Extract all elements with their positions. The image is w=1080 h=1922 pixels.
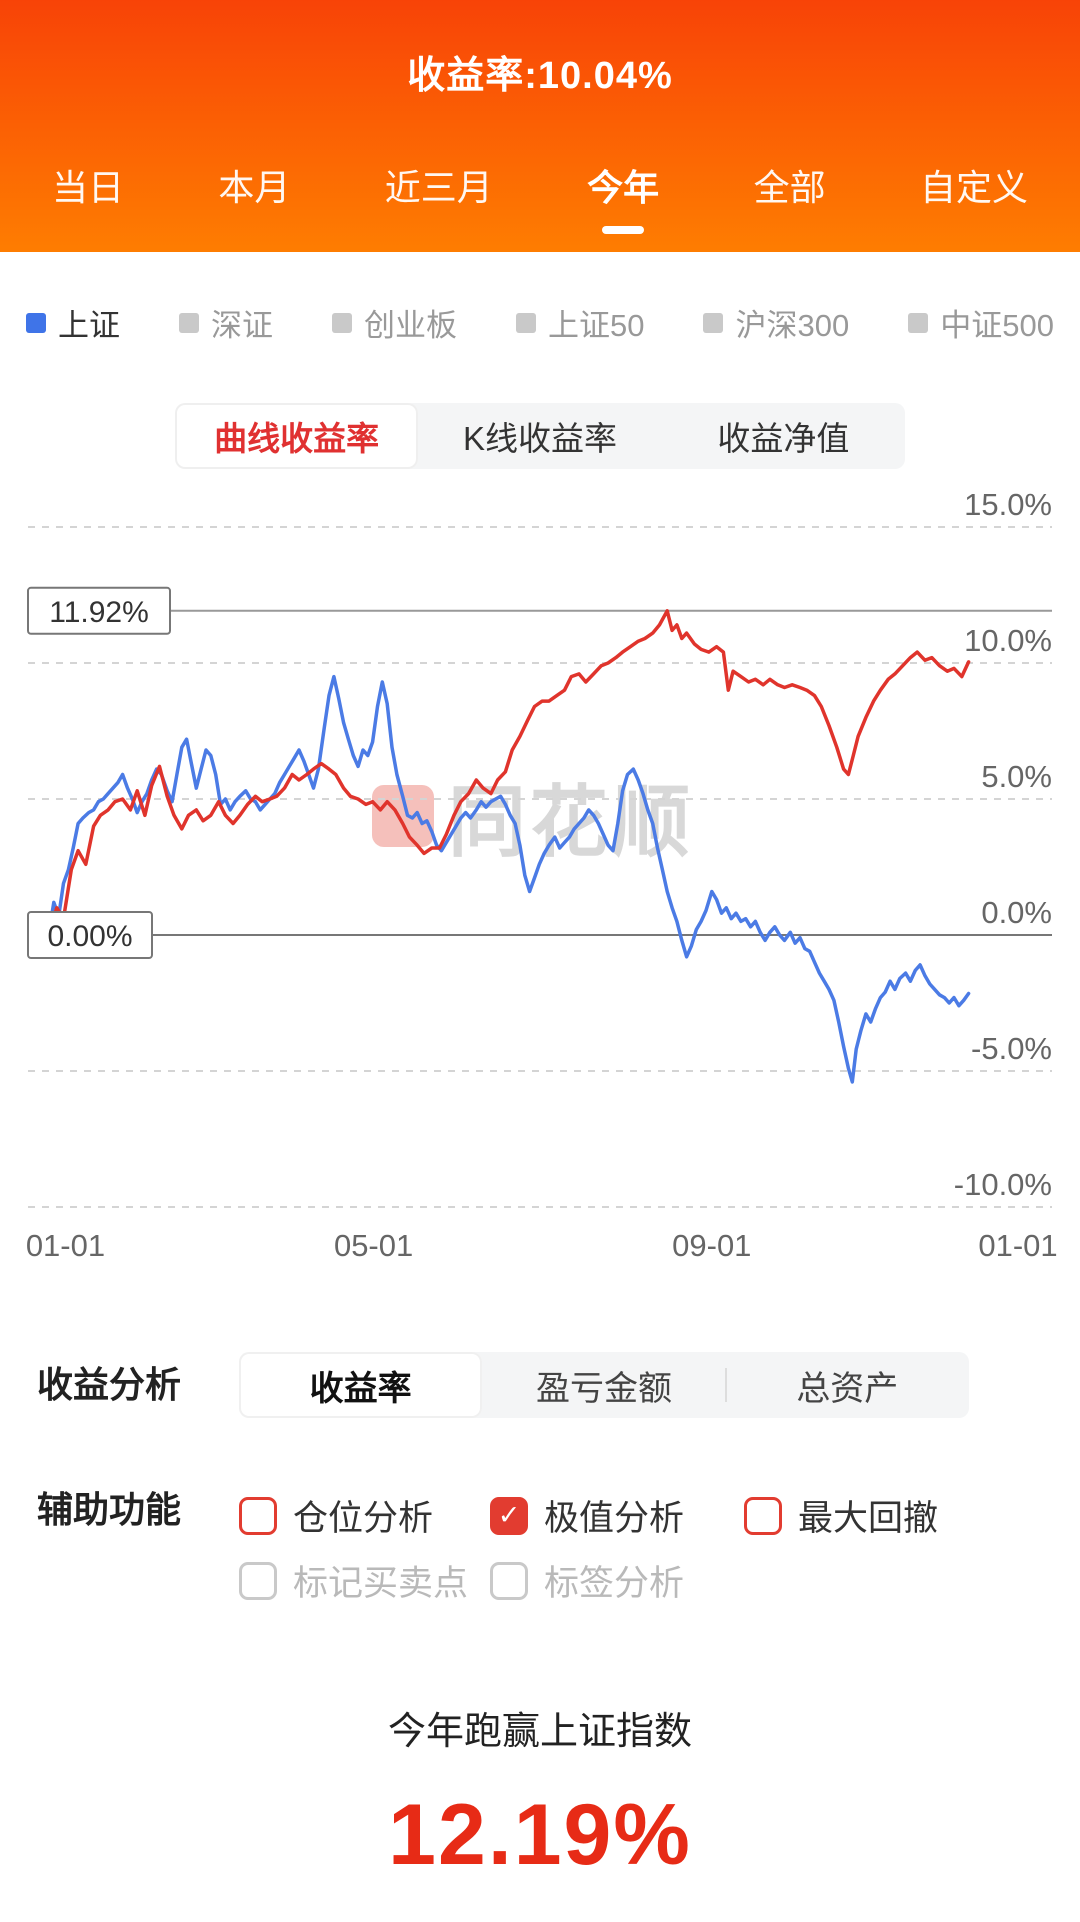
y-axis-label: -10.0% xyxy=(954,1167,1052,1202)
period-tab-label: 近三月 xyxy=(384,167,493,208)
x-axis-label: 09-01 xyxy=(672,1228,751,1263)
analysis-tabs: 收益率 盈亏金额 总资产 xyxy=(239,1352,969,1418)
aux-option-extreme-analysis[interactable]: 极值分析 xyxy=(490,1490,684,1541)
period-tab-label: 今年 xyxy=(587,167,660,208)
legend-item-csi300[interactable]: 沪深300 xyxy=(703,300,849,345)
period-tab-label: 本月 xyxy=(218,167,291,208)
tab-return-rate[interactable]: 收益率 xyxy=(239,1352,483,1418)
aux-option-label: 最大回撤 xyxy=(798,1499,939,1538)
legend-label: 创业板 xyxy=(364,308,457,343)
aux-option-tag-analysis[interactable]: 标签分析 xyxy=(490,1555,684,1606)
period-tab-month[interactable]: 本月 xyxy=(218,168,290,234)
x-axis-label: 01-01 xyxy=(26,1228,105,1263)
period-tab-this-year[interactable]: 今年 xyxy=(587,168,659,234)
aux-option-position-analysis[interactable]: 仓位分析 xyxy=(239,1490,433,1541)
tab-divider xyxy=(724,1368,727,1402)
extreme-annotation-label: 0.00% xyxy=(47,920,132,953)
legend-item-sse50[interactable]: 上证50 xyxy=(516,300,644,345)
extreme-annotation-box xyxy=(27,911,153,959)
series-line-shanghai-index xyxy=(47,674,971,1084)
extreme-annotation-label: 11.92% xyxy=(49,596,149,629)
header: 收益率:10.04% 当日 本月 近三月 今年 全部 xyxy=(0,0,1080,252)
returns-chart-area[interactable]: 同花顺 15.0% 10.0% 5.0% 0.0% -5.0% -10.0% 01-01 05… xyxy=(0,480,1080,1280)
aux-option-label: 标记买卖点 xyxy=(293,1564,469,1603)
chart-type-tabs: 曲线收益率 K线收益率 收益净值 xyxy=(175,403,905,469)
aux-option-max-drawdown[interactable]: 最大回撤 xyxy=(744,1490,938,1541)
y-axis-label: -5.0% xyxy=(971,1031,1052,1066)
legend-item-shanghai[interactable]: 上证 xyxy=(26,300,120,345)
period-tab-label: 自定义 xyxy=(919,167,1028,208)
legend-swatch-icon xyxy=(179,312,199,333)
tab-total-assets[interactable]: 总资产 xyxy=(796,1369,899,1408)
series-line-portfolio xyxy=(47,609,971,935)
checkbox-disabled-icon[interactable] xyxy=(239,1561,277,1600)
tab-profit-loss[interactable]: 盈亏金额 xyxy=(535,1369,672,1408)
legend-label: 上证50 xyxy=(548,308,645,343)
period-tab-all[interactable]: 全部 xyxy=(754,168,826,234)
legend-label: 中证500 xyxy=(940,308,1054,343)
legend-label: 上证 xyxy=(58,308,120,343)
active-tab-indicator xyxy=(602,226,645,234)
tab-net-value[interactable]: 收益净值 xyxy=(717,420,850,457)
index-legend: 上证 深证 创业板 上证50 沪深300 中证500 xyxy=(0,300,1080,345)
legend-swatch-icon xyxy=(908,312,929,333)
checkbox-unchecked-icon[interactable] xyxy=(744,1496,782,1535)
checkbox-unchecked-icon[interactable] xyxy=(239,1496,277,1535)
checkbox-checked-icon[interactable] xyxy=(490,1496,528,1535)
checkbox-disabled-icon[interactable] xyxy=(490,1561,528,1600)
outperform-text: 今年跑赢上证指数 xyxy=(387,1711,692,1753)
aux-option-label: 仓位分析 xyxy=(293,1499,434,1538)
period-tabs: 当日 本月 近三月 今年 全部 自定义 xyxy=(0,168,1080,234)
legend-swatch-icon xyxy=(703,312,724,333)
legend-label: 沪深300 xyxy=(735,308,850,343)
y-axis-label: 5.0% xyxy=(981,759,1052,794)
period-tab-custom[interactable]: 自定义 xyxy=(920,168,1028,234)
outperform-value: 12.19% xyxy=(388,1787,692,1883)
legend-item-csi500[interactable]: 中证500 xyxy=(908,300,1054,345)
aux-option-label: 极值分析 xyxy=(544,1499,685,1538)
legend-swatch-icon xyxy=(516,312,536,333)
x-axis-label: 01-01 xyxy=(978,1228,1057,1263)
x-axis-label: 05-01 xyxy=(334,1228,413,1263)
aux-option-label: 标签分析 xyxy=(544,1564,685,1603)
period-tab-today[interactable]: 当日 xyxy=(52,168,124,234)
y-axis-label: 10.0% xyxy=(964,623,1052,658)
legend-item-shenzhen[interactable]: 深证 xyxy=(179,300,273,345)
legend-label: 深证 xyxy=(211,308,273,343)
aux-section-label: 辅助功能 xyxy=(37,1489,182,1530)
period-tab-label: 全部 xyxy=(753,167,826,208)
tab-curve-return[interactable]: 曲线收益率 xyxy=(175,403,419,469)
legend-swatch-icon xyxy=(332,312,352,333)
page-title: 收益率:10.04% xyxy=(407,55,673,97)
period-tab-label: 当日 xyxy=(52,167,125,208)
returns-line-chart[interactable]: 15.0% 10.0% 5.0% 0.0% -5.0% -10.0% 01-01 05-01 0… xyxy=(0,480,1080,1280)
analysis-section-label: 收益分析 xyxy=(37,1364,182,1405)
legend-item-chinext[interactable]: 创业板 xyxy=(332,300,457,345)
extreme-annotation-box xyxy=(27,586,171,635)
legend-swatch-icon xyxy=(26,312,46,333)
tab-kline-return[interactable]: K线收益率 xyxy=(462,420,617,457)
y-axis-label: 0.0% xyxy=(981,895,1052,930)
period-tab-3months[interactable]: 近三月 xyxy=(385,168,493,234)
aux-option-mark-trades[interactable]: 标记买卖点 xyxy=(239,1555,468,1606)
y-axis-label: 15.0% xyxy=(964,487,1052,522)
